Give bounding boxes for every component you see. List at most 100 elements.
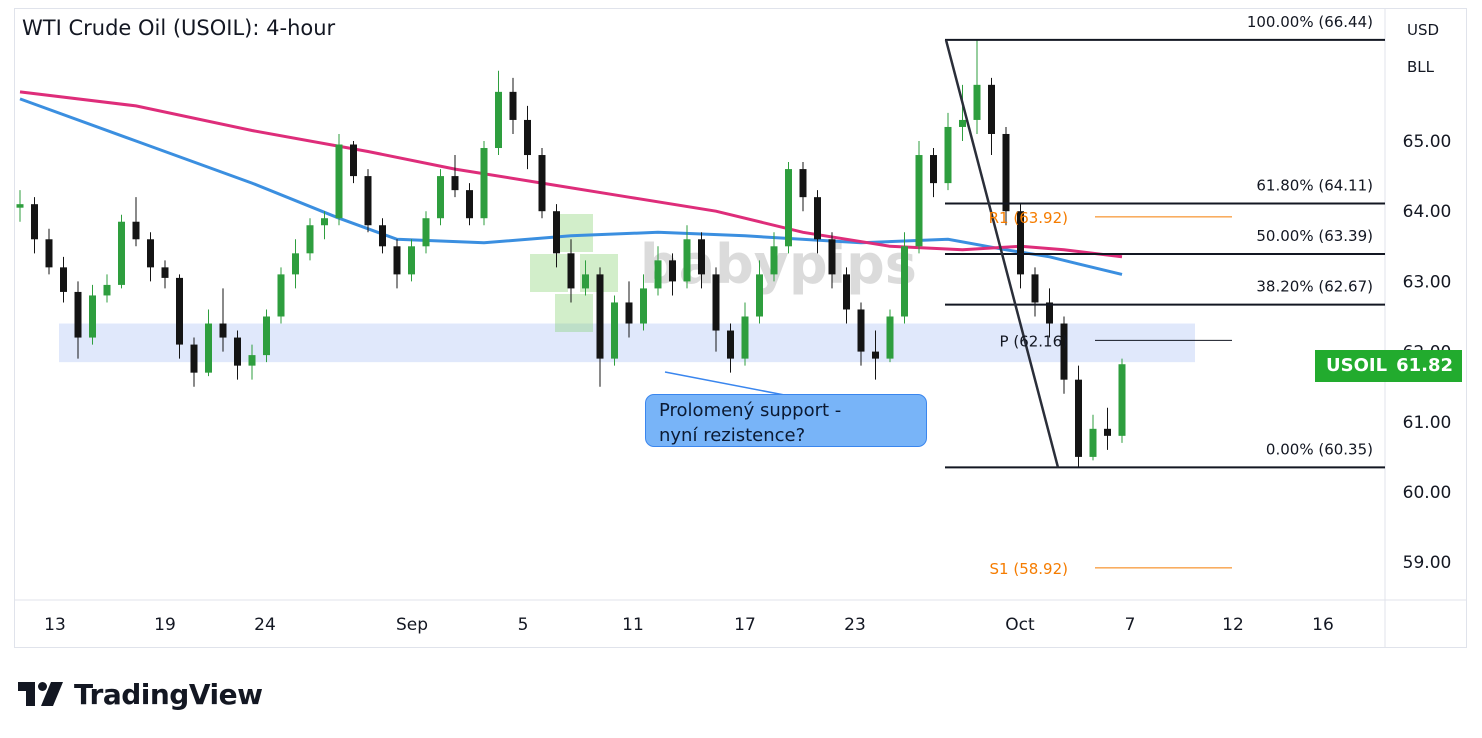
candle-body bbox=[640, 288, 647, 324]
candle-body bbox=[379, 225, 386, 247]
candle-body bbox=[611, 302, 618, 359]
candle-body bbox=[625, 302, 633, 324]
candle-body bbox=[886, 316, 894, 359]
tradingview-logo-icon bbox=[18, 682, 63, 706]
candle-body bbox=[422, 218, 430, 247]
brand-name: TradingView bbox=[74, 677, 263, 711]
annotation-line-2: nyní rezistence? bbox=[659, 425, 806, 446]
candle-body bbox=[770, 246, 778, 275]
candle-body bbox=[234, 337, 241, 366]
x-tick-label: 13 bbox=[44, 615, 66, 635]
symbol-label: USOIL bbox=[1326, 355, 1388, 376]
candle-body bbox=[60, 267, 67, 292]
candle-body bbox=[654, 260, 662, 289]
candle-body bbox=[190, 344, 198, 373]
candle-body bbox=[799, 169, 807, 198]
x-tick-label: 19 bbox=[154, 615, 176, 635]
candle-body bbox=[31, 204, 38, 240]
candle-body bbox=[205, 323, 212, 373]
candle-body bbox=[683, 239, 691, 282]
candle-body bbox=[451, 176, 459, 191]
candle-body bbox=[553, 211, 560, 254]
candle-body bbox=[944, 126, 952, 184]
candle-body bbox=[176, 277, 183, 345]
x-tick-label: 24 bbox=[254, 615, 276, 635]
candle-body bbox=[466, 190, 473, 219]
candle-body bbox=[74, 291, 82, 338]
candle-body bbox=[509, 91, 517, 120]
x-tick-label: Sep bbox=[396, 615, 428, 635]
candle-body bbox=[277, 274, 285, 317]
x-tick-label: 23 bbox=[844, 615, 866, 635]
currency-label[interactable]: USD bbox=[1407, 21, 1440, 39]
candle-body bbox=[1089, 428, 1097, 457]
y-tick-label: 61.00 bbox=[1403, 413, 1452, 433]
candle-body bbox=[988, 84, 995, 134]
candle-body bbox=[959, 119, 966, 127]
candle-body bbox=[1046, 302, 1053, 324]
last-price-value: 61.82 bbox=[1396, 355, 1453, 376]
candle-body bbox=[132, 221, 140, 240]
annotation-pointer bbox=[664, 371, 801, 399]
watermark-cube bbox=[555, 294, 593, 332]
candle-body bbox=[1002, 133, 1010, 212]
x-tick-label: 5 bbox=[518, 615, 529, 635]
candle-body bbox=[161, 267, 169, 278]
tradingview-logo[interactable]: TradingView bbox=[18, 676, 263, 712]
candle-body bbox=[321, 218, 328, 226]
candle-body bbox=[118, 221, 125, 285]
annotation-line-1: Prolomený support - bbox=[659, 400, 842, 421]
annotation-callout: Prolomený support - nyní rezistence? bbox=[645, 394, 927, 447]
candle-body bbox=[582, 274, 589, 289]
candle-body bbox=[292, 253, 299, 275]
fib-level-label: 61.80% (64.11) bbox=[1256, 176, 1373, 194]
candle-body bbox=[930, 155, 937, 184]
candle-body bbox=[756, 274, 763, 317]
fib-level-label: 100.00% (66.44) bbox=[1247, 13, 1373, 31]
candle-body bbox=[408, 246, 415, 275]
candle-body bbox=[16, 204, 24, 208]
x-tick-label: 17 bbox=[734, 615, 756, 635]
y-tick-label: 59.00 bbox=[1403, 553, 1452, 573]
last-price-tag: USOIL 61.82 bbox=[1315, 350, 1462, 382]
candle-body bbox=[785, 169, 792, 247]
candle-body bbox=[1104, 428, 1111, 436]
y-tick-label: 64.00 bbox=[1403, 202, 1452, 222]
candle-body bbox=[727, 330, 734, 359]
candle-body bbox=[1118, 364, 1126, 436]
chart-title: WTI Crude Oil (USOIL): 4-hour bbox=[22, 16, 336, 40]
candle-body bbox=[567, 253, 575, 289]
candle-body bbox=[350, 144, 357, 177]
y-tick-label: 65.00 bbox=[1403, 132, 1452, 152]
watermark-cube bbox=[530, 254, 568, 292]
support-resistance-zone bbox=[59, 323, 1195, 363]
candle-body bbox=[814, 197, 821, 240]
candle-body bbox=[1031, 274, 1039, 303]
x-tick-label: 16 bbox=[1312, 615, 1334, 635]
candle-body bbox=[872, 351, 879, 359]
candle-body bbox=[857, 309, 865, 352]
candle-body bbox=[103, 284, 111, 296]
candle-body bbox=[524, 119, 531, 156]
candle-body bbox=[248, 355, 256, 366]
candle-body bbox=[437, 176, 444, 219]
candle-body bbox=[364, 176, 372, 226]
fib-level-label: 38.20% (62.67) bbox=[1256, 278, 1373, 296]
fib-level-label: 0.00% (60.35) bbox=[1266, 440, 1373, 458]
pivot-label: P (62.16) bbox=[1000, 332, 1068, 350]
candle-body bbox=[393, 246, 401, 275]
indicator-label[interactable]: BLL bbox=[1407, 58, 1435, 76]
candle-body bbox=[741, 316, 749, 359]
pivot-label: R1 (63.92) bbox=[989, 209, 1068, 227]
y-tick-label: 63.00 bbox=[1403, 272, 1452, 292]
candle-body bbox=[712, 274, 720, 331]
x-tick-label: 12 bbox=[1222, 615, 1244, 635]
candle-body bbox=[538, 155, 546, 212]
pivot-label: S1 (58.92) bbox=[990, 560, 1068, 578]
candle-body bbox=[219, 323, 227, 338]
candle-body bbox=[495, 91, 502, 149]
candle-body bbox=[669, 260, 676, 282]
candle-body bbox=[915, 155, 923, 247]
candle-body bbox=[306, 225, 314, 254]
